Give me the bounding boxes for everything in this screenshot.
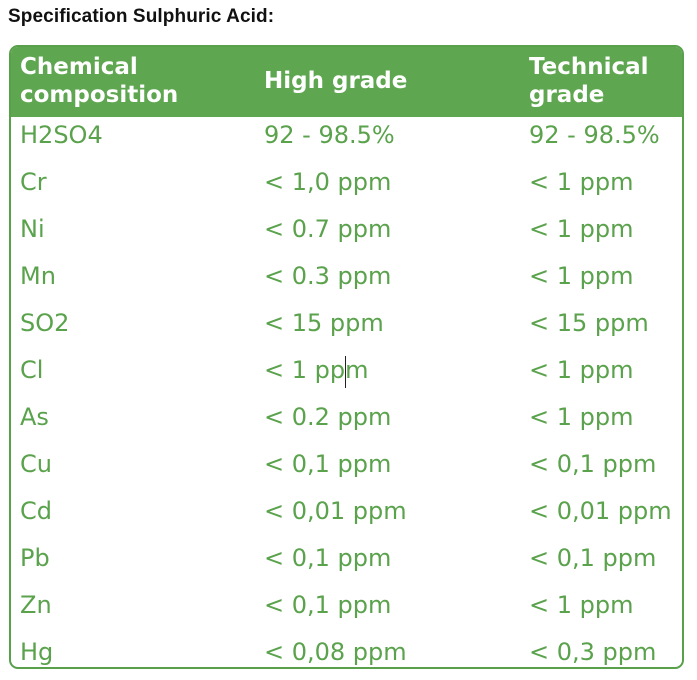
cell-chemical-composition: Cu [20, 450, 52, 478]
cell-high-grade: < 1,0 ppm [264, 168, 392, 196]
cell-chemical-composition: SO2 [20, 309, 70, 337]
cell-high-grade: < 0.3 ppm [264, 262, 392, 290]
cell-technical-grade: < 0,3 ppm [529, 638, 657, 666]
header-chemical-composition: Chemical composition [20, 54, 179, 108]
cell-technical-grade: < 0,01 ppm [529, 497, 672, 525]
specification-table: Chemical composition High grade Technica… [9, 45, 684, 669]
page-title: Specification Sulphuric Acid: [8, 6, 275, 27]
cell-high-grade: < 0,08 ppm [264, 638, 407, 666]
table-row: Zn < 0,1 ppm < 1 ppm [11, 587, 682, 634]
table-row: Pb < 0,1 ppm < 0,1 ppm [11, 540, 682, 587]
cell-chemical-composition: Cd [20, 497, 52, 525]
cell-high-grade: < 1 ppm [264, 356, 369, 384]
cell-technical-grade: < 0,1 ppm [529, 450, 657, 478]
cell-chemical-composition: Hg [20, 638, 54, 666]
cell-chemical-composition: Cl [20, 356, 44, 384]
cell-chemical-composition: H2SO4 [20, 121, 103, 149]
cell-chemical-composition: Zn [20, 591, 52, 619]
cell-high-grade: < 15 ppm [264, 309, 384, 337]
table-row: Cd < 0,01 ppm < 0,01 ppm [11, 493, 682, 540]
cell-technical-grade: < 1 ppm [529, 356, 634, 384]
cell-chemical-composition: Pb [20, 544, 50, 572]
cell-high-grade: < 0,1 ppm [264, 544, 392, 572]
cell-chemical-composition: Mn [20, 262, 56, 290]
text-cursor [345, 356, 346, 388]
cell-high-grade: < 0.2 ppm [264, 403, 392, 431]
cell-chemical-composition: As [20, 403, 49, 431]
table-row: Mn < 0.3 ppm < 1 ppm [11, 258, 682, 305]
header-technical-grade: Technical grade [529, 54, 649, 108]
table-row: Hg < 0,08 ppm < 0,3 ppm [11, 634, 682, 667]
cell-technical-grade: < 1 ppm [529, 168, 634, 196]
table-row: Cu < 0,1 ppm < 0,1 ppm [11, 446, 682, 493]
cell-high-grade: < 0.7 ppm [264, 215, 392, 243]
cell-technical-grade: < 1 ppm [529, 403, 634, 431]
cell-chemical-composition: Cr [20, 168, 47, 196]
table-row: Cl < 1 ppm < 1 ppm [11, 352, 682, 399]
cell-chemical-composition: Ni [20, 215, 45, 243]
table-header-row: Chemical composition High grade Technica… [11, 47, 682, 117]
cell-technical-grade: < 0,1 ppm [529, 544, 657, 572]
table-row: As < 0.2 ppm < 1 ppm [11, 399, 682, 446]
table-row: H2SO4 92 - 98.5% 92 - 98.5% [11, 117, 682, 164]
cell-technical-grade: < 15 ppm [529, 309, 649, 337]
cell-high-grade: < 0,1 ppm [264, 450, 392, 478]
cell-technical-grade: < 1 ppm [529, 591, 634, 619]
table-body: H2SO4 92 - 98.5% 92 - 98.5% Cr < 1,0 ppm < 1 … [11, 117, 682, 667]
cell-high-grade: < 0,1 ppm [264, 591, 392, 619]
table-row: Ni < 0.7 ppm < 1 ppm [11, 211, 682, 258]
header-high-grade: High grade [264, 68, 408, 94]
cell-high-grade: < 0,01 ppm [264, 497, 407, 525]
table-row: Cr < 1,0 ppm < 1 ppm [11, 164, 682, 211]
cell-high-grade: 92 - 98.5% [264, 121, 395, 149]
cell-technical-grade: < 1 ppm [529, 262, 634, 290]
cell-technical-grade: 92 - 98.5% [529, 121, 660, 149]
table-row: SO2 < 15 ppm < 15 ppm [11, 305, 682, 352]
cell-technical-grade: < 1 ppm [529, 215, 634, 243]
